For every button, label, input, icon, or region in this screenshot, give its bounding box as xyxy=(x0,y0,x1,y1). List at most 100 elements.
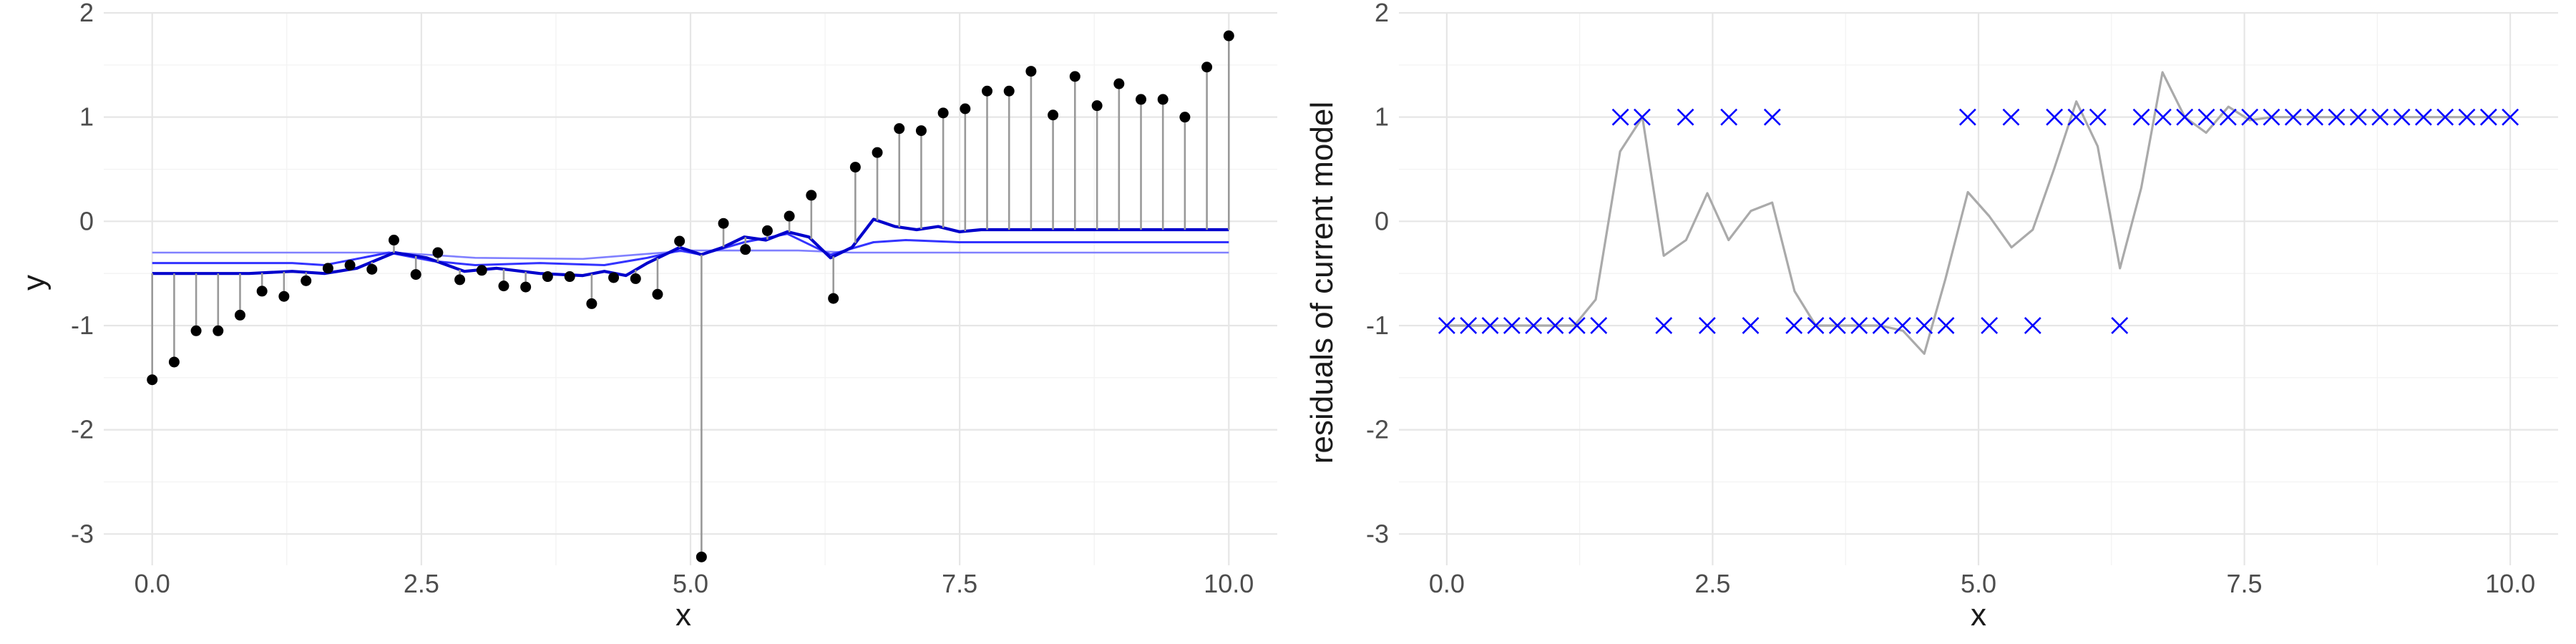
data-point xyxy=(674,235,686,247)
data-point xyxy=(652,288,663,300)
right-y-axis-title: residuals of current model xyxy=(1304,102,1340,464)
y-tick-label: -1 xyxy=(1366,311,1389,340)
y-tick-label: -3 xyxy=(1366,519,1389,548)
residual-marker xyxy=(2349,108,2367,126)
residual-marker xyxy=(1720,108,1738,126)
data-point xyxy=(432,247,444,258)
residual-marker xyxy=(2154,108,2172,126)
left-y-axis-title: y xyxy=(16,275,52,291)
residual-marker xyxy=(2284,108,2302,126)
data-point xyxy=(498,280,509,292)
data-point xyxy=(1136,94,1147,105)
data-point xyxy=(1091,100,1103,112)
y-tick-label: 2 xyxy=(79,0,94,27)
data-point xyxy=(1025,66,1037,77)
data-point xyxy=(388,235,399,246)
residual-marker xyxy=(1785,317,1803,334)
residual-marker xyxy=(2002,108,2020,126)
residual-curve xyxy=(1446,71,2511,355)
data-point xyxy=(915,125,927,137)
y-tick-label: 2 xyxy=(1375,0,1389,27)
fit-line-dark xyxy=(152,218,1229,278)
data-point xyxy=(234,309,245,321)
data-point xyxy=(608,272,620,283)
left-x-axis-title: x xyxy=(675,597,691,633)
residual-marker xyxy=(1916,317,1933,334)
x-tick-label: 2.5 xyxy=(1694,569,1730,598)
residual-marker xyxy=(1438,317,1455,334)
residual-marker xyxy=(1481,317,1499,334)
residual-marker xyxy=(2371,108,2389,126)
data-point xyxy=(366,263,378,275)
data-point xyxy=(718,218,729,229)
residual-marker xyxy=(2219,108,2237,126)
residual-marker xyxy=(1850,317,1868,334)
data-point xyxy=(1048,109,1059,121)
left-panel-fitted-model: 0.0 2.5 5.0 7.5 10.0 -3 -2 -1 0 1 2 xyxy=(71,0,1277,598)
residual-marker xyxy=(2458,108,2476,126)
residual-marker xyxy=(1742,317,1760,334)
y-tick-label: -1 xyxy=(71,311,94,340)
data-point xyxy=(278,291,290,302)
x-tick-label: 2.5 xyxy=(404,569,439,598)
data-point xyxy=(784,210,795,222)
data-point xyxy=(1003,85,1015,97)
residual-marker xyxy=(1872,317,1890,334)
residual-marker xyxy=(1546,317,1564,334)
data-point xyxy=(828,293,839,304)
data-point xyxy=(937,107,949,119)
residual-marker xyxy=(2306,108,2324,126)
data-point xyxy=(1179,112,1191,123)
data-point xyxy=(586,298,597,309)
residual-marker xyxy=(2502,108,2519,126)
y-tick-label: 0 xyxy=(1375,206,1389,235)
residual-marker xyxy=(2263,108,2280,126)
fit-line-mid xyxy=(152,233,1229,266)
y-tick-label: 0 xyxy=(79,206,94,235)
residual-marker xyxy=(1633,108,1651,126)
data-point xyxy=(520,281,532,293)
y-tick-label: 1 xyxy=(79,102,94,132)
residual-marker xyxy=(2176,108,2194,126)
residual-marker xyxy=(1958,108,1976,126)
residual-marker xyxy=(2132,108,2150,126)
data-point xyxy=(147,374,158,386)
residual-marker xyxy=(1893,317,1911,334)
x-tick-label: 7.5 xyxy=(942,569,977,598)
data-point xyxy=(630,273,641,284)
data-point xyxy=(872,147,883,158)
x-tick-label: 0.0 xyxy=(135,569,170,598)
residual-marker xyxy=(1655,317,1673,334)
x-tick-label: 10.0 xyxy=(1204,569,1254,598)
data-point xyxy=(564,271,575,283)
data-point xyxy=(806,190,817,201)
residual-marker xyxy=(2479,108,2497,126)
data-point xyxy=(696,551,707,562)
x-tick-label: 10.0 xyxy=(2485,569,2535,598)
residual-marker xyxy=(2024,317,2041,334)
right-x-axis-title: x xyxy=(1971,597,1986,633)
residual-marker xyxy=(2089,108,2107,126)
y-tick-label: 1 xyxy=(1375,102,1389,132)
residual-marker xyxy=(1937,317,1955,334)
data-point xyxy=(849,162,861,173)
data-point xyxy=(168,356,180,368)
x-tick-label: 0.0 xyxy=(1429,569,1465,598)
data-point xyxy=(740,244,751,255)
data-point xyxy=(982,85,993,97)
residual-marker xyxy=(1763,108,1781,126)
data-point xyxy=(894,123,905,135)
residual-marker xyxy=(2328,108,2346,126)
residual-marker xyxy=(1568,317,1586,334)
data-point xyxy=(256,286,268,297)
residual-marker xyxy=(1698,317,1716,334)
residual-marker xyxy=(2393,108,2411,126)
residual-marker xyxy=(2111,317,2129,334)
y-tick-label: -2 xyxy=(71,415,94,444)
residual-marker xyxy=(2241,108,2259,126)
y-tick-label: -3 xyxy=(71,519,94,548)
data-point xyxy=(301,275,312,286)
residual-marker xyxy=(1525,317,1543,334)
data-point xyxy=(213,325,224,336)
